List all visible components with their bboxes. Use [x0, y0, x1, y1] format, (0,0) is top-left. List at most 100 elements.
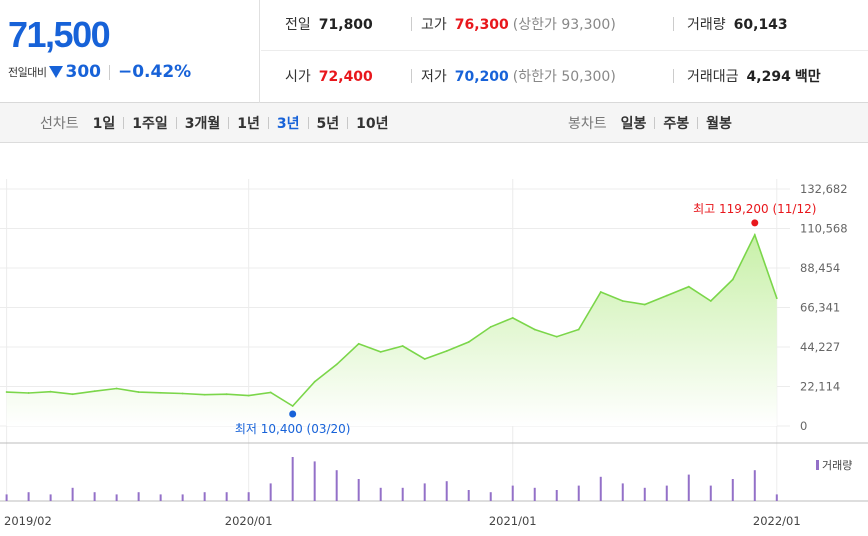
candle-weekly-tab[interactable]: 주봉 [663, 116, 690, 132]
volume-bar [599, 476, 602, 501]
min-marker [289, 410, 297, 418]
volume-bar [511, 485, 514, 501]
price-point [775, 297, 778, 300]
x-tick-label: 2021/01 [489, 514, 537, 528]
volume-bar [687, 474, 690, 501]
chart-toolbar: 선차트 1일 1주일 3개월 1년 3년 5년 10년 봉차트 일봉 주봉 월봉 [0, 103, 868, 143]
candle-chart-title: 봉차트 [568, 116, 607, 132]
divider [307, 117, 309, 129]
volume-bar [621, 483, 624, 501]
quote-header: 71,500 전일대비 300 −0.42% 전일 71,800 고가 76,3… [0, 0, 868, 103]
period-10y-tab[interactable]: 10년 [356, 116, 389, 132]
divider [261, 50, 868, 51]
stat-prev-close: 전일 71,800 [285, 14, 373, 34]
period-5y-tab[interactable]: 5년 [316, 116, 340, 132]
period-1y-tab[interactable]: 1년 [237, 116, 260, 132]
period-3m-tab[interactable]: 3개월 [184, 116, 221, 132]
line-chart-title: 선차트 [40, 116, 79, 132]
volume-bar [313, 461, 316, 501]
y-tick-label: 88,454 [800, 261, 840, 275]
stat-value: 76,300 [454, 17, 509, 33]
volume-bar [247, 492, 250, 501]
price-point [5, 391, 8, 393]
price-point [225, 393, 228, 396]
stat-open: 시가 72,400 [285, 66, 373, 86]
divider [228, 117, 230, 129]
divider [108, 64, 110, 80]
price-point [335, 363, 338, 366]
candle-monthly-tab[interactable]: 월봉 [706, 116, 732, 132]
change-row: 전일대비 300 −0.42% [8, 62, 191, 82]
price-point [709, 300, 712, 302]
volume-bar [533, 487, 536, 501]
stat-value: 72,400 [318, 69, 373, 85]
period-1w-tab[interactable]: 1주일 [132, 116, 168, 132]
y-tick-label: 66,341 [800, 301, 840, 315]
volume-bar [225, 492, 228, 501]
volume-bar [775, 494, 778, 501]
price-point [379, 350, 382, 353]
x-tick-label: 2022/01 [753, 514, 801, 528]
divider [673, 69, 674, 83]
volume-bar [93, 492, 96, 501]
volume-bar [71, 487, 74, 501]
y-tick-label: 0 [800, 419, 807, 433]
candle-daily-tab[interactable]: 일봉 [620, 116, 647, 132]
volume-bar [159, 494, 162, 501]
divider [267, 117, 269, 129]
price-point [313, 380, 316, 383]
price-point [71, 393, 74, 396]
price-point [49, 390, 52, 393]
x-tick-label: 2019/02 [4, 514, 52, 528]
price-point [687, 285, 690, 288]
volume-bar [423, 483, 426, 501]
period-3y-tab[interactable]: 3년 [276, 116, 300, 132]
divider [123, 117, 125, 129]
volume-bar [643, 487, 646, 501]
price-point [401, 345, 404, 347]
price-point [599, 291, 602, 293]
period-1d-tab[interactable]: 1일 [92, 116, 116, 132]
line-chart-periods: 선차트 1일 1주일 3개월 1년 3년 5년 10년 [40, 103, 389, 143]
divider [347, 117, 349, 129]
price-point [445, 350, 448, 352]
x-tick-label: 2020/01 [225, 514, 273, 528]
stat-label: 저가 [421, 69, 447, 85]
price-point [753, 233, 756, 236]
stat-volume: 거래량 60,143 [687, 14, 788, 34]
stat-sub: (상한가 93,300) [512, 17, 616, 33]
candle-chart-periods: 봉차트 일봉 주봉 월봉 [568, 103, 732, 143]
volume-bar [401, 487, 404, 501]
stat-value: 70,200 [454, 69, 509, 85]
volume-bar [203, 492, 206, 501]
price-point [621, 300, 624, 302]
volume-bar [709, 485, 712, 501]
divider [697, 117, 699, 129]
price-point [533, 328, 536, 331]
volume-bar [577, 485, 580, 501]
price-box: 71,500 전일대비 300 −0.42% [0, 0, 260, 103]
price-chart-svg: 132,682110,56888,45466,34144,22722,1140 … [0, 179, 868, 528]
price-chart: 132,682 110,568 88,454 66,341 44,227 22,114 0 … [0, 143, 868, 536]
price-point [555, 335, 558, 338]
price-point [181, 392, 184, 395]
volume-bar [357, 479, 360, 501]
volume-bar [467, 490, 470, 501]
volume-bar [555, 490, 558, 501]
divider [654, 117, 656, 129]
volume-bar [27, 492, 30, 501]
price-point [643, 303, 646, 306]
volume-bar [665, 485, 668, 501]
min-label: 최저 10,400 (03/20) [235, 422, 351, 436]
volume-bar [731, 479, 734, 501]
volume-bar [5, 494, 8, 501]
price-area [6, 234, 777, 426]
y-tick-label: 44,227 [800, 340, 840, 354]
price-point [489, 325, 492, 328]
stat-sub: (하한가 50,300) [512, 69, 616, 85]
max-label: 최고 119,200 (11/12) [693, 202, 816, 216]
stat-label: 거래량 [687, 17, 726, 33]
divider [411, 69, 412, 83]
volume-bar [753, 470, 756, 501]
volume-bar [115, 494, 118, 501]
